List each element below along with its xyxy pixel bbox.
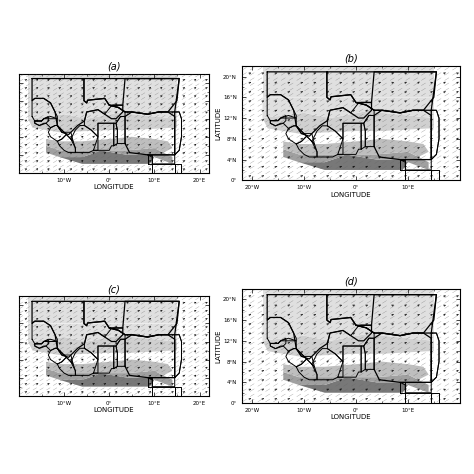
Polygon shape <box>263 320 434 341</box>
Polygon shape <box>299 377 408 393</box>
Polygon shape <box>299 155 408 170</box>
Polygon shape <box>33 137 173 153</box>
Polygon shape <box>33 360 173 375</box>
Polygon shape <box>263 66 434 97</box>
Y-axis label: LATITUDE: LATITUDE <box>216 329 222 363</box>
Text: (b): (b) <box>344 54 358 64</box>
Polygon shape <box>28 100 177 118</box>
Polygon shape <box>28 73 177 100</box>
Polygon shape <box>46 146 173 164</box>
Polygon shape <box>263 110 434 134</box>
Polygon shape <box>263 289 434 320</box>
Polygon shape <box>283 372 428 393</box>
Polygon shape <box>263 97 434 118</box>
X-axis label: LONGITUDE: LONGITUDE <box>93 407 134 413</box>
Text: (c): (c) <box>107 284 120 294</box>
X-axis label: LONGITUDE: LONGITUDE <box>330 414 371 420</box>
Polygon shape <box>283 149 428 170</box>
Polygon shape <box>46 369 173 387</box>
Polygon shape <box>268 362 428 380</box>
Text: (d): (d) <box>344 277 358 287</box>
Polygon shape <box>28 296 177 323</box>
X-axis label: LONGITUDE: LONGITUDE <box>330 191 371 198</box>
Text: (a): (a) <box>107 62 120 72</box>
Polygon shape <box>28 335 177 355</box>
Polygon shape <box>263 333 434 356</box>
Polygon shape <box>60 150 155 164</box>
Polygon shape <box>60 373 155 387</box>
X-axis label: LONGITUDE: LONGITUDE <box>93 184 134 190</box>
Y-axis label: LATITUDE: LATITUDE <box>216 107 222 140</box>
Polygon shape <box>268 139 428 157</box>
Polygon shape <box>28 323 177 341</box>
Polygon shape <box>28 112 177 132</box>
